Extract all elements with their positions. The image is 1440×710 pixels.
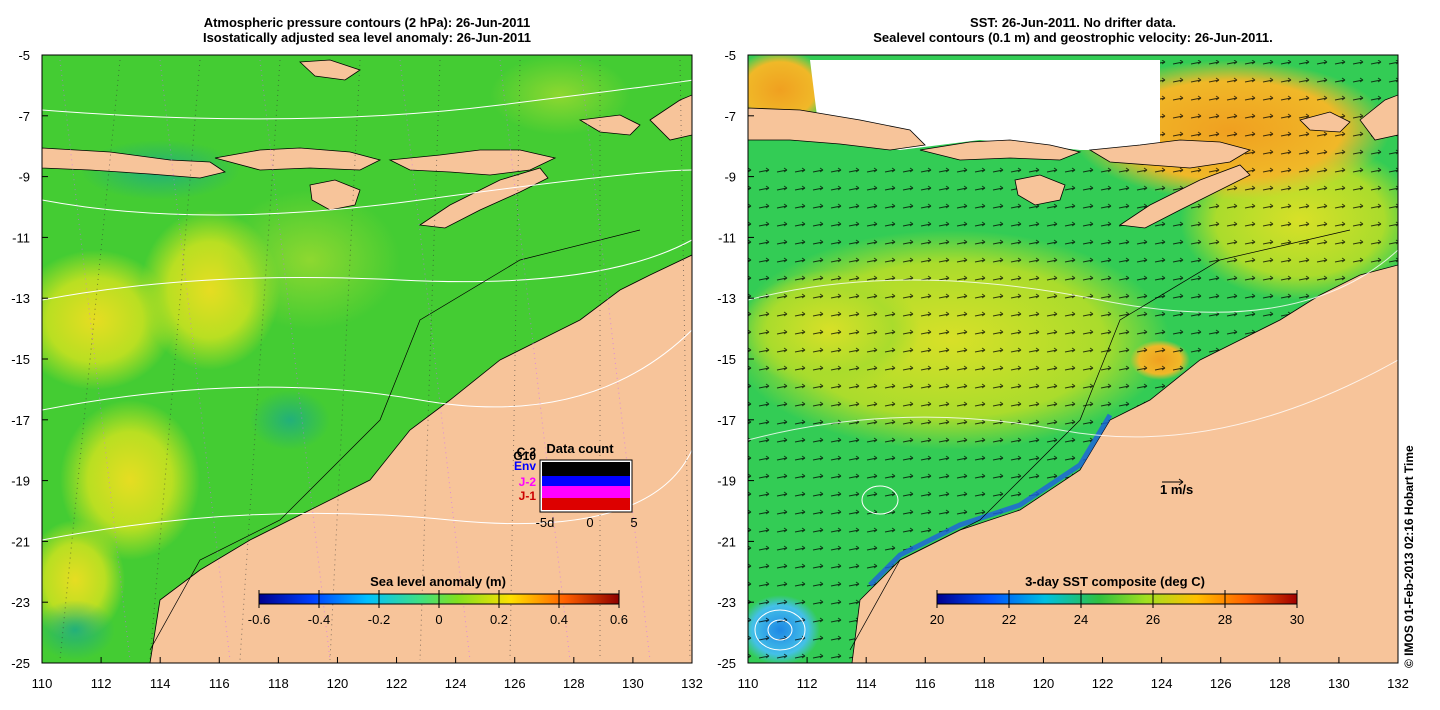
right-xtick-label: 130	[1328, 676, 1350, 691]
left-colorbar-tick-label: -0.6	[248, 612, 270, 627]
right-xtick-label: 126	[1210, 676, 1232, 691]
data-count-xtick-label: 0	[586, 515, 593, 530]
right-xtick-label: 118	[974, 676, 995, 691]
left-colorbar: Sea level anomaly (m) -0.6 -0.4 -0.2 0 0.2 0.…	[248, 574, 628, 627]
right-ytick-label: -15	[717, 352, 736, 367]
left-ytick-label: -21	[11, 534, 30, 549]
right-colorbar-tick-label: 30	[1290, 612, 1304, 627]
right-colorbar-tick-label: 20	[930, 612, 944, 627]
left-xtick-label: 132	[681, 676, 703, 691]
left-ytick-label: -13	[11, 291, 30, 306]
left-ytick-label: -11	[12, 230, 30, 245]
left-colorbar-tick-label: -0.2	[368, 612, 390, 627]
left-ytick-label: -25	[11, 656, 30, 671]
left-xtick-label: 118	[268, 676, 289, 691]
right-ytick-label: -19	[717, 474, 736, 489]
left-title-line1: Atmospheric pressure contours (2 hPa): 2…	[203, 15, 531, 30]
left-map	[42, 55, 692, 663]
left-ytick-label: -15	[11, 352, 30, 367]
data-count-bars	[542, 462, 630, 510]
velocity-scale-label: 1 m/s	[1160, 482, 1193, 497]
left-xtick-label: 114	[150, 676, 171, 691]
right-colorbar-title: 3-day SST composite (deg C)	[1025, 574, 1205, 589]
left-xtick-label: 112	[91, 676, 112, 691]
data-count-title: Data count	[546, 441, 614, 456]
left-xtick-label: 122	[386, 676, 408, 691]
left-ytick-label: -7	[18, 109, 30, 124]
data-count-xtick-label: -5d	[536, 515, 555, 530]
right-colorbar-tick-label: 24	[1074, 612, 1088, 627]
left-xtick-label: 130	[622, 676, 644, 691]
right-colorbar-tick-label: 22	[1002, 612, 1016, 627]
right-xtick-label: 120	[1033, 676, 1055, 691]
left-xtick-label: 116	[209, 676, 230, 691]
right-xtick-label: 122	[1092, 676, 1114, 691]
left-colorbar-tick-label: 0.2	[490, 612, 508, 627]
right-colorbar: 3-day SST composite (deg C) 20 22 24 26 28 30	[930, 574, 1304, 627]
left-xtick-label: 126	[504, 676, 526, 691]
right-ytick-label: -17	[717, 413, 736, 428]
right-xtick-label: 128	[1269, 676, 1291, 691]
left-title-line2: Isostatically adjusted sea level anomaly…	[202, 30, 532, 45]
right-xtick-label: 132	[1387, 676, 1409, 691]
right-ytick-label: -25	[717, 656, 736, 671]
satellite-label: J-2	[519, 475, 537, 489]
left-xtick-label: 120	[327, 676, 349, 691]
left-colorbar-tick-label: 0.6	[610, 612, 628, 627]
left-ytick-label: -23	[11, 595, 30, 610]
satellite-label: C-2	[517, 445, 537, 459]
satellite-label: G10	[513, 449, 536, 463]
right-colorbar-tick-label: 28	[1218, 612, 1232, 627]
right-colorbar-tick-label: 26	[1146, 612, 1160, 627]
right-xtick-label: 114	[856, 676, 877, 691]
left-ytick-label: -19	[11, 474, 30, 489]
right-map	[748, 55, 1398, 663]
satellite-label: J-1	[519, 489, 537, 503]
velocity-scale: 1 m/s	[1160, 478, 1193, 497]
right-panel-title: SST: 26-Jun-2011. No drifter data. Seale…	[748, 15, 1398, 45]
right-map-axes: 110 112 114 116 118 120 122 124 126 128 130 132 -5 -7…	[717, 48, 1409, 691]
right-ytick-label: -23	[717, 595, 736, 610]
right-xtick-label: 124	[1151, 676, 1173, 691]
right-ytick-label: -9	[724, 170, 736, 185]
credit-text: © IMOS 01-Feb-2013 02:16 Hobart Time	[1402, 445, 1416, 668]
left-panel-title: Atmospheric pressure contours (2 hPa): 2…	[42, 15, 692, 45]
left-ytick-label: -17	[11, 413, 30, 428]
left-xtick-label: 128	[563, 676, 585, 691]
right-ytick-label: -5	[724, 48, 736, 63]
right-title-line2: Sealevel contours (0.1 m) and geostrophi…	[873, 30, 1273, 45]
left-colorbar-title: Sea level anomaly (m)	[370, 574, 506, 589]
satellite-label: Env	[514, 459, 536, 473]
left-xtick-label: 110	[32, 676, 53, 691]
left-ytick-label: -9	[18, 170, 30, 185]
right-ytick-label: -11	[718, 230, 736, 245]
right-ytick-label: -7	[724, 109, 736, 124]
left-colorbar-tick-label: 0.4	[550, 612, 568, 627]
left-colorbar-tick-label: -0.4	[308, 612, 330, 627]
right-title-line1: SST: 26-Jun-2011. No drifter data.	[970, 15, 1176, 30]
right-ytick-label: -13	[717, 291, 736, 306]
left-map-axes: 110 112 114 116 118 120 122 124 126 128 130 132 -5 -7…	[11, 48, 703, 691]
data-count-xtick-label: 5	[630, 515, 637, 530]
left-colorbar-tick-label: 0	[435, 612, 442, 627]
right-xtick-label: 116	[915, 676, 936, 691]
right-ytick-label: -21	[717, 534, 736, 549]
right-xtick-label: 112	[797, 676, 818, 691]
right-xtick-label: 110	[738, 676, 759, 691]
left-ytick-label: -5	[18, 48, 30, 63]
left-xtick-label: 124	[445, 676, 467, 691]
